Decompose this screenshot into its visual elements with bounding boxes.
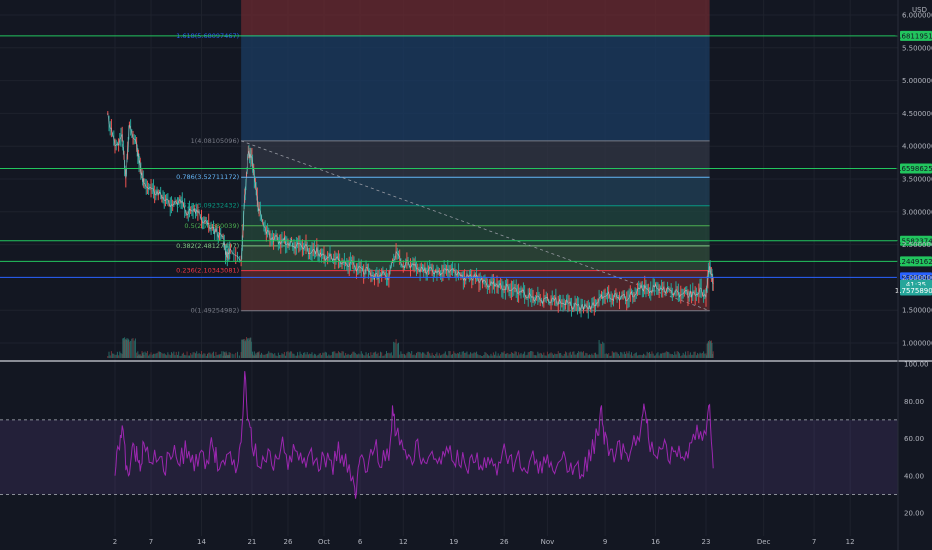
level-badge xyxy=(900,235,932,246)
price-axis-tick: 2.5000000 xyxy=(902,241,932,249)
time-axis-tick: 26 xyxy=(500,538,509,546)
price-axis-tick: 6.0000000 xyxy=(902,12,932,20)
time-axis-tick: 26 xyxy=(284,538,293,546)
fib-level-label: 0.786(3.52711172) xyxy=(176,173,239,181)
price-tag xyxy=(900,285,932,296)
time-axis-tick: 14 xyxy=(197,538,206,546)
level-badge-label: 2.55823749 xyxy=(895,237,932,245)
volume-bars xyxy=(107,337,714,358)
time-axis-tick: 7 xyxy=(812,538,816,546)
price-axis-tick: 2.0000000 xyxy=(902,274,932,282)
rsi-axis-tick: 100.00 xyxy=(904,361,929,369)
price-tag-label: 41:35 xyxy=(906,281,926,289)
level-badge xyxy=(900,30,932,41)
time-axis-tick: 21 xyxy=(247,538,256,546)
level-badge-label: 5.68119516 xyxy=(895,32,932,40)
time-axis-tick: 9 xyxy=(603,538,607,546)
fib-level-label: 0.382(2.48127497) xyxy=(176,242,239,250)
fib-level-label: 0.618(3.09232432) xyxy=(176,202,239,210)
time-axis-tick: 6 xyxy=(358,538,363,546)
price-axis-tick: 1.5000000 xyxy=(902,307,932,315)
level-badge xyxy=(900,163,932,174)
fib-trendline xyxy=(240,140,710,312)
rsi-axis-tick: 20.00 xyxy=(904,510,924,518)
level-badge-label: 2.24491620 xyxy=(895,258,932,266)
price-axis-tick: 1.0000000 xyxy=(902,340,932,348)
price-axis-tick: 5.5000000 xyxy=(902,44,932,52)
price-tag-label: 1.75758900 xyxy=(895,287,932,295)
fib-zone xyxy=(241,177,710,206)
time-axis-tick: 12 xyxy=(399,538,408,546)
fib-zone xyxy=(241,225,710,246)
price-axis-tick: 3.0000000 xyxy=(902,208,932,216)
level-badge-label: 1.99958400 xyxy=(895,274,932,282)
rsi-axis-tick: 80.00 xyxy=(904,398,924,406)
time-axis-tick: 19 xyxy=(449,538,458,546)
time-axis-tick: Oct xyxy=(318,538,330,546)
rsi-line xyxy=(114,371,714,499)
time-axis-tick: 12 xyxy=(846,538,855,546)
rsi-band xyxy=(0,419,898,495)
price-axis-tick: 3.5000000 xyxy=(902,176,932,184)
fib-level-label: 0.236(2.10343081) xyxy=(176,267,239,275)
time-axis-tick: Dec xyxy=(757,538,771,546)
fib-zone xyxy=(241,35,710,141)
fib-level-label: 0(1.49254982) xyxy=(191,307,240,315)
fib-zone xyxy=(241,245,710,271)
fib-level-label: 0.5(2.78680039) xyxy=(184,222,239,230)
fib-zone xyxy=(241,205,710,226)
fib-zone-top xyxy=(241,0,710,36)
rsi-panel xyxy=(0,371,898,499)
time-axis-tick: 16 xyxy=(651,538,660,546)
rsi-axis-tick: 60.00 xyxy=(904,435,924,443)
level-badge xyxy=(900,256,932,267)
price-axis-tick: 4.0000000 xyxy=(902,143,932,151)
time-axis-tick: Nov xyxy=(541,538,555,546)
currency-label: USD xyxy=(912,6,927,14)
time-axis-tick: 23 xyxy=(702,538,711,546)
fibonacci-retracement[interactable]: 0(1.49254982) 0.236(2.10343081) 0.382(2.48… xyxy=(176,0,710,315)
time-axis-tick: 2 xyxy=(113,538,117,546)
time-axis-tick: 7 xyxy=(149,538,153,546)
price-axis-tick: 4.5000000 xyxy=(902,110,932,118)
rsi-axis-tick: 40.00 xyxy=(904,472,924,480)
price-axis-tick: 5.0000000 xyxy=(902,77,932,85)
fib-zone xyxy=(241,140,710,178)
fib-level-label: 1(4.08105096) xyxy=(191,137,240,145)
price-line xyxy=(107,113,714,312)
